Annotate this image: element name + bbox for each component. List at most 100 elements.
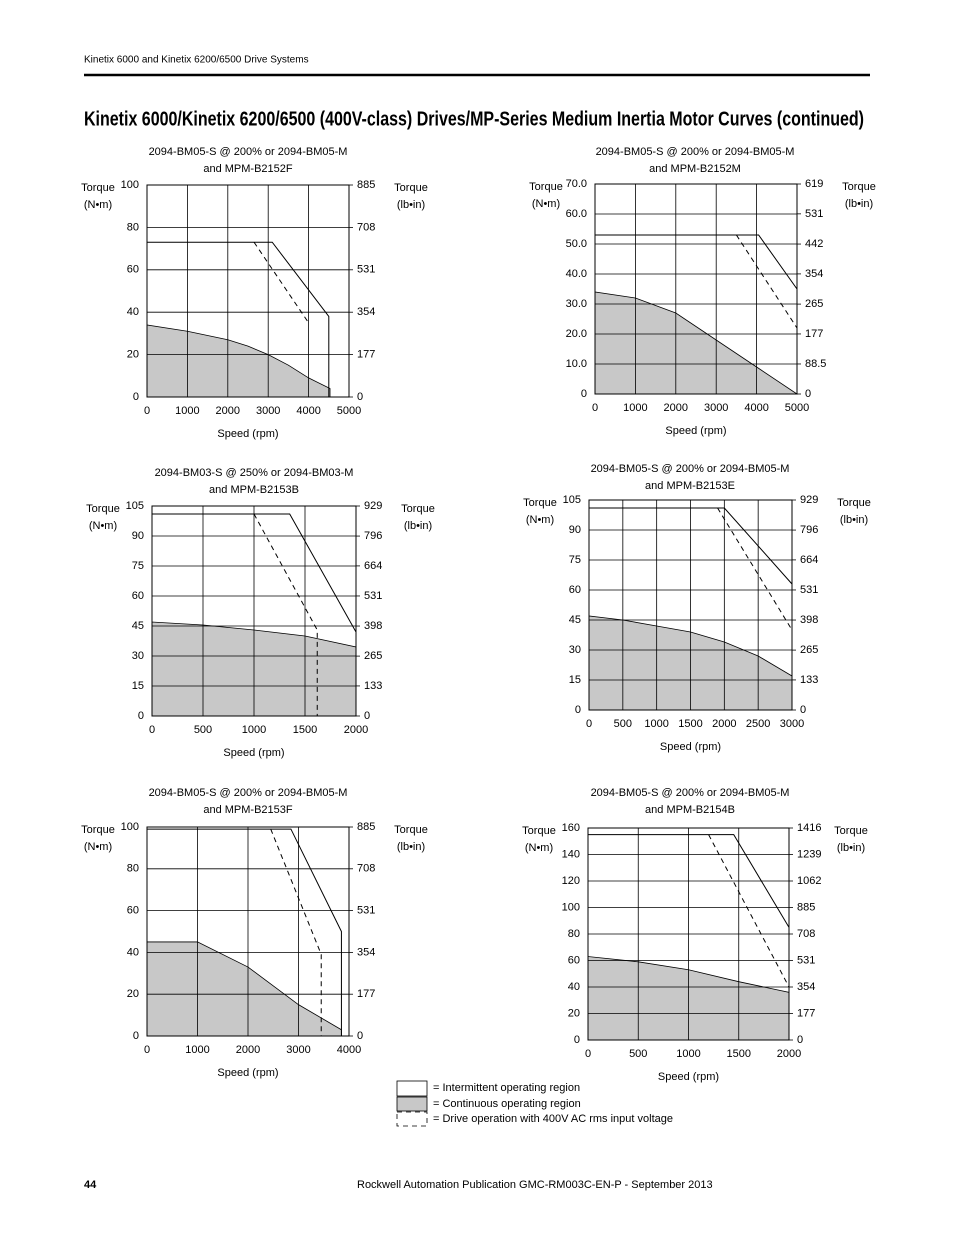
chart-title: 2094-BM05-S @ 200% or 2094-BM05-M — [591, 463, 790, 475]
y2-tick-label: 0 — [357, 391, 363, 403]
continuous-region — [594, 291, 799, 395]
x-tick-label: 0 — [144, 405, 150, 417]
legend-swatch-400v — [396, 1111, 428, 1127]
y2-tick-label: 885 — [357, 179, 375, 191]
y2-tick-label: 929 — [800, 494, 818, 506]
header: Kinetix 6000 and Kinetix 6200/6500 Drive… — [84, 55, 309, 66]
plot-frame — [146, 184, 350, 398]
y-axis-label: Torque — [81, 824, 115, 836]
y2-tick-label: 177 — [357, 349, 375, 361]
y2-tick-label: 0 — [357, 1030, 363, 1042]
y2-tick-label: 929 — [364, 500, 382, 512]
x-tick-label: 5000 — [337, 405, 361, 417]
y-tick-label: 15 — [569, 674, 581, 686]
y-tick-label: 20 — [127, 988, 139, 1000]
y-tick-label: 60 — [569, 584, 581, 596]
y-axis-label: Torque — [523, 497, 557, 509]
y-tick-label: 30 — [132, 650, 144, 662]
plot-frame — [151, 505, 357, 717]
chart-title: 2094-BM05-S @ 200% or 2094-BM05-M — [149, 787, 348, 799]
y-tick-label: 0 — [574, 1034, 580, 1046]
y2-tick-label: 796 — [800, 524, 818, 536]
y2-tick-label: 619 — [805, 178, 823, 190]
y-tick-label: 60.0 — [566, 208, 587, 220]
y-tick-label: 105 — [126, 500, 144, 512]
x-tick-label: 3000 — [704, 402, 728, 414]
page-number: 44 — [84, 1179, 97, 1191]
y2-tick-label: 796 — [364, 530, 382, 542]
voltage-limit-line — [717, 507, 793, 631]
voltage-limit-line — [735, 234, 798, 329]
y-axis-label: (N•m) — [84, 199, 112, 211]
y2-tick-label: 265 — [805, 298, 823, 310]
y2-axis-label: (lb•in) — [397, 199, 425, 211]
x-axis-label: Speed (rpm) — [217, 1067, 278, 1079]
publication: Rockwell Automation Publication GMC-RM00… — [357, 1179, 713, 1191]
y-tick-label: 20 — [568, 1007, 580, 1019]
intermittent-limit-line — [147, 241, 330, 397]
chart-title: 2094-BM05-S @ 200% or 2094-BM05-M — [596, 146, 795, 158]
y2-tick-label: 133 — [364, 680, 382, 692]
y-tick-label: 105 — [563, 494, 581, 506]
y2-tick-label: 531 — [800, 584, 818, 596]
y-tick-label: 75 — [132, 560, 144, 572]
y-tick-label: 15 — [132, 680, 144, 692]
x-tick-label: 3000 — [286, 1044, 310, 1056]
y2-axis-label: Torque — [401, 503, 435, 515]
y-tick-label: 120 — [562, 875, 580, 887]
y-tick-label: 90 — [569, 524, 581, 536]
y2-tick-label: 177 — [357, 988, 375, 1000]
y-tick-label: 40 — [568, 981, 580, 993]
plot-frame — [146, 826, 350, 1037]
legend-text: = Drive operation with 400V AC rms input… — [433, 1113, 673, 1125]
y2-tick-label: 265 — [364, 650, 382, 662]
x-tick-label: 3000 — [256, 405, 280, 417]
y-axis-label: Torque — [81, 182, 115, 194]
y2-axis-label: Torque — [394, 182, 428, 194]
x-tick-label: 1000 — [185, 1044, 209, 1056]
x-tick-label: 0 — [149, 724, 155, 736]
chart-subtitle: and MPM-B2154B — [645, 804, 735, 816]
voltage-limit-line — [253, 513, 318, 716]
y2-tick-label: 708 — [357, 863, 375, 875]
y2-axis-label: Torque — [842, 181, 876, 193]
y-tick-label: 50.0 — [566, 238, 587, 250]
y2-tick-label: 354 — [357, 946, 375, 958]
y2-axis-label: (lb•in) — [837, 842, 865, 854]
y-tick-label: 0 — [581, 388, 587, 400]
x-tick-label: 0 — [586, 718, 592, 730]
x-tick-label: 1000 — [175, 405, 199, 417]
y-axis-label: (N•m) — [525, 842, 553, 854]
y2-axis-label: Torque — [837, 497, 871, 509]
y-axis-label: (N•m) — [89, 520, 117, 532]
x-axis-label: Speed (rpm) — [660, 741, 721, 753]
x-tick-label: 4000 — [337, 1044, 361, 1056]
y-tick-label: 60 — [132, 590, 144, 602]
x-tick-label: 2000 — [216, 405, 240, 417]
x-tick-label: 500 — [194, 724, 212, 736]
chart-subtitle: and MPM-B2152F — [203, 163, 293, 175]
legend-text: = Intermittent operating region — [433, 1082, 580, 1094]
plot-frame — [594, 183, 798, 395]
intermittent-limit-line — [147, 828, 342, 1036]
y-tick-label: 70.0 — [566, 178, 587, 190]
y2-tick-label: 1416 — [797, 822, 821, 834]
y-tick-label: 100 — [562, 901, 580, 913]
plot-frame — [588, 499, 793, 711]
x-tick-label: 4000 — [296, 405, 320, 417]
x-tick-label: 500 — [614, 718, 632, 730]
y2-tick-label: 177 — [797, 1007, 815, 1019]
page-title: Kinetix 6000/Kinetix 6200/6500 (400V-cla… — [84, 108, 864, 130]
x-tick-label: 2000 — [777, 1048, 801, 1060]
y2-tick-label: 0 — [805, 388, 811, 400]
x-tick-label: 1500 — [678, 718, 702, 730]
chart-subtitle: and MPM-B2153B — [209, 484, 299, 496]
y2-tick-label: 265 — [800, 644, 818, 656]
y-tick-label: 45 — [569, 614, 581, 626]
x-tick-label: 3000 — [780, 718, 804, 730]
y-tick-label: 40.0 — [566, 268, 587, 280]
y2-tick-label: 531 — [364, 590, 382, 602]
x-tick-label: 1500 — [293, 724, 317, 736]
chart-subtitle: and MPM-B2153E — [645, 480, 735, 492]
y-tick-label: 60 — [127, 905, 139, 917]
